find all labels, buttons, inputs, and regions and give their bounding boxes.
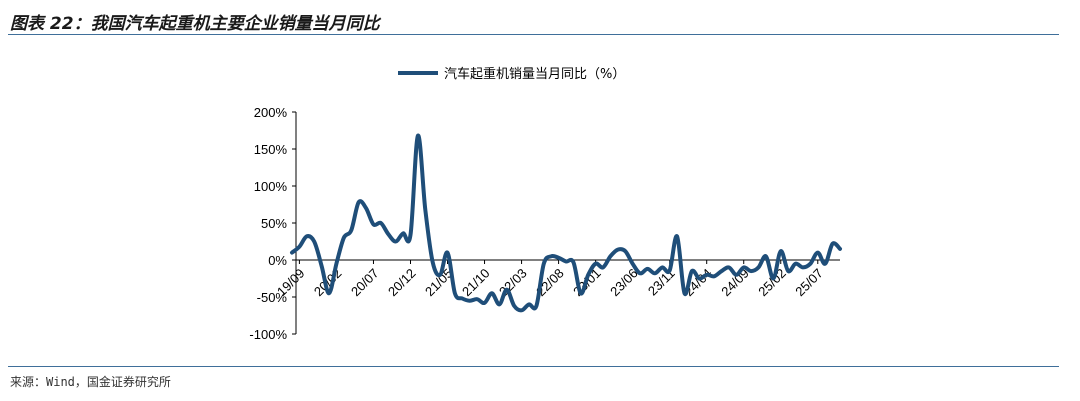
x-tick-label: 22/03: [496, 266, 530, 300]
series-line: [290, 133, 842, 313]
y-tick-label: -100%: [249, 327, 287, 342]
chart-axes: -100%-50%0%50%100%150%200%19/09 20/02 20/0…: [249, 105, 840, 342]
y-tick-label: 150%: [254, 142, 288, 157]
chart-plot-area: [290, 133, 842, 313]
x-tick-label: 20/12: [385, 266, 419, 300]
source-note: 来源：Wind，国金证券研究所: [10, 375, 171, 389]
y-tick-label: 200%: [254, 105, 288, 120]
chart-legend: 汽车起重机销量当月同比（%）: [398, 66, 625, 82]
legend-label: 汽车起重机销量当月同比（%）: [444, 66, 625, 82]
x-tick-label: 19/09: [274, 266, 308, 300]
header-rule: [8, 34, 1059, 35]
y-tick-label: 0%: [268, 253, 287, 268]
y-tick-label: -50%: [257, 290, 288, 305]
footer-rule: [8, 366, 1059, 367]
y-tick-label: 100%: [254, 179, 288, 194]
x-tick-label: 21/10: [459, 266, 493, 300]
figure-title: 图表 22：我国汽车起重机主要企业销量当月同比: [10, 14, 380, 34]
y-tick-label: 50%: [261, 216, 287, 231]
x-tick-label: 25/07: [792, 266, 826, 300]
x-tick-label: 20/07: [348, 266, 382, 300]
